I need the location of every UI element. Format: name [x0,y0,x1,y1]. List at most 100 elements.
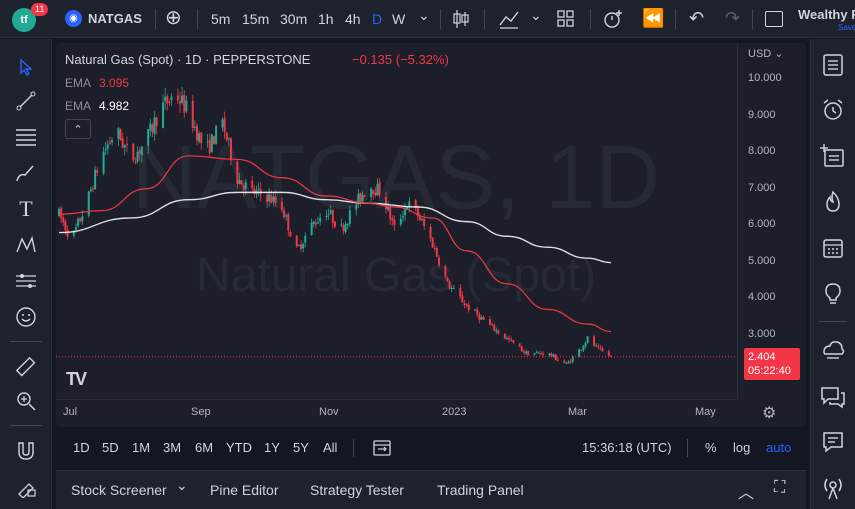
divider [10,425,42,426]
price-chart[interactable]: NATGAS, 1D Natural Gas (Spot) [56,43,737,399]
time-tick: May [695,406,716,418]
candle-body [520,346,523,352]
chart-settings-icon[interactable]: ⚙ [762,405,777,422]
save-status[interactable]: Save [838,23,855,32]
text-tool-icon[interactable]: T [19,196,33,221]
candle-body [384,196,387,209]
candle-body [331,209,334,223]
replay-icon[interactable]: ⏪ [642,8,665,28]
date-range-icon[interactable] [373,438,391,456]
broadcast-icon[interactable] [820,475,846,501]
range-1m[interactable]: 1M [132,440,151,455]
interval-w[interactable]: W [392,11,406,27]
candle-body [554,354,557,361]
utc-clock[interactable]: 15:36:18 (UTC) [582,440,672,455]
candle-body [399,218,402,225]
forecast-icon[interactable] [14,269,38,293]
range-5d[interactable]: 5D [102,440,119,455]
candle-body [153,117,156,135]
indicators-dropdown-icon[interactable]: ⌄ [530,7,542,23]
price-scale[interactable]: USD ⌄ 10.000 9.000 8.000 7.000 6.000 5.000 4.0… [737,43,806,399]
range-1d[interactable]: 1D [73,440,90,455]
interval-15m[interactable]: 15m [242,11,270,27]
ema-legend-1[interactable]: EMA 3.095 [65,76,129,90]
interval-1h[interactable]: 1h [318,11,334,27]
calendar-icon[interactable] [820,235,846,261]
magnet-icon[interactable] [14,439,38,463]
range-3m[interactable]: 3M [163,440,182,455]
collapse-panel-icon[interactable]: ︿ [738,485,755,502]
trading-panel-tab[interactable]: Trading Panel [437,482,524,498]
auto-toggle[interactable]: auto [766,440,792,455]
screener-dropdown-icon[interactable]: ⌄ [176,477,188,493]
candle-body [149,123,152,131]
candle-body [179,101,182,104]
range-5y[interactable]: 5Y [293,440,309,455]
undo-icon[interactable]: ↶ [689,8,705,28]
candle-body [580,349,583,351]
layout-name[interactable]: Wealthy F [798,7,855,22]
time-scale[interactable]: Jul Sep Nov 2023 Mar May [56,399,737,427]
candle-body [327,214,330,216]
divider [590,9,591,29]
collapse-legend-button[interactable]: ⌃ [65,119,91,139]
range-all[interactable]: All [323,440,338,455]
ema-legend-2[interactable]: EMA 4.982 [65,99,129,113]
ideas-lightbulb-icon[interactable] [820,281,846,307]
interval-dropdown-icon[interactable]: ⌄ [418,7,430,23]
add-symbol-icon[interactable]: ⊕ [165,7,182,29]
currency-selector[interactable]: USD ⌄ [748,48,784,60]
percent-toggle[interactable]: % [705,440,717,455]
brush-icon[interactable] [14,161,38,185]
stock-screener-tab[interactable]: Stock Screener [71,482,167,498]
candle-style-icon[interactable] [452,9,470,29]
chart-title[interactable]: Natural Gas (Spot) · 1D · PEPPERSTONE [65,52,311,67]
candle-body [548,353,551,355]
candle-body [270,195,273,203]
ruler-icon[interactable] [14,355,38,379]
candle-body [210,134,213,152]
pine-editor-tab[interactable]: Pine Editor [210,482,279,498]
right-sidebar [810,39,855,509]
alerts-icon[interactable] [820,97,846,123]
fib-retracement-icon[interactable] [14,125,38,149]
chart-pane[interactable]: NATGAS, 1D Natural Gas (Spot) Natural Ga… [56,43,806,427]
interval-5m[interactable]: 5m [211,11,231,27]
cursor-icon[interactable] [14,55,38,79]
notifications-icon[interactable] [820,429,846,455]
zoom-in-icon[interactable] [14,389,38,413]
candle-body [348,210,351,224]
layout-grid-icon[interactable] [557,10,575,28]
range-1y[interactable]: 1Y [264,440,280,455]
candle-body [450,287,453,289]
range-ytd[interactable]: YTD [226,440,252,455]
maximize-panel-icon[interactable]: ⛶ [774,479,786,496]
candle-body [401,216,404,218]
trendline-icon[interactable] [14,89,38,113]
emoji-icon[interactable] [14,305,38,329]
watchlist-icon[interactable] [820,52,846,78]
data-window-icon[interactable] [820,143,846,169]
strategy-tester-tab[interactable]: Strategy Tester [310,482,404,498]
candle-body [370,188,373,198]
time-tick: Mar [568,406,587,418]
pattern-icon[interactable] [14,233,38,257]
fullscreen-icon[interactable] [765,11,783,27]
interval-30m[interactable]: 30m [280,11,308,27]
chat-icon[interactable] [820,384,846,410]
interval-d[interactable]: D [372,11,383,27]
interval-4h[interactable]: 4h [345,11,361,27]
candle-body [448,281,451,289]
indicators-icon[interactable] [498,9,520,29]
alarm-add-icon[interactable] [602,8,624,30]
symbol-search-button[interactable]: NATGAS [88,11,142,26]
tradingview-logo[interactable]: TV [66,369,87,389]
candle-body [539,352,542,354]
redo-icon[interactable]: ↷ [725,8,741,28]
streams-icon[interactable] [820,337,846,363]
range-6m[interactable]: 6M [195,440,214,455]
lock-drawing-icon[interactable] [14,475,38,499]
candle-body [155,117,158,127]
log-toggle[interactable]: log [733,440,751,455]
hotlist-fire-icon[interactable] [820,189,846,215]
